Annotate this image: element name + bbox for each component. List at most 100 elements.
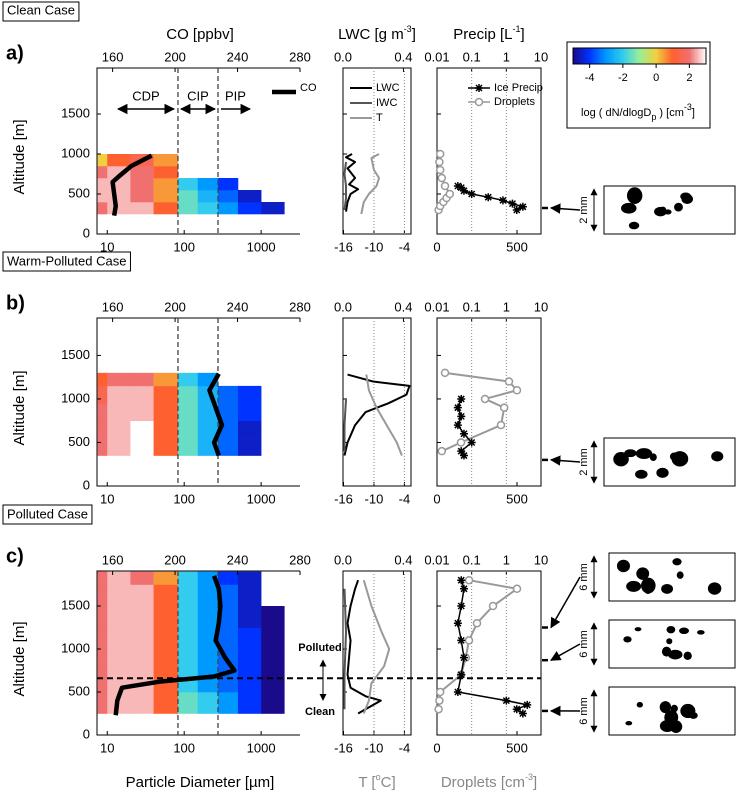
heatmap-cell <box>107 372 131 387</box>
colorbar-swatch <box>592 48 596 64</box>
case-label: Warm-Polluted Case <box>7 253 126 268</box>
colorbar-swatch <box>683 48 687 64</box>
ice-marker <box>457 183 466 192</box>
particle <box>669 720 683 733</box>
image-pointer <box>549 455 581 466</box>
axis-title: Altitude [m] <box>11 119 28 194</box>
heatmap-cell <box>97 571 108 585</box>
heatmap-cell <box>217 403 239 422</box>
x-tick-label: 0.0 <box>334 552 352 567</box>
x-tick-label: -10 <box>365 740 384 755</box>
axis-title: Altitude [m] <box>11 370 28 445</box>
x-tick-label: 240 <box>227 49 249 64</box>
colorbar-swatch <box>679 48 683 64</box>
heatmap-cell <box>217 190 239 203</box>
x-tick-label: 160 <box>102 299 124 314</box>
heatmap-cell <box>177 372 199 387</box>
heatmap-cell <box>130 606 154 628</box>
ice-marker <box>453 688 462 697</box>
profile-line <box>346 579 382 715</box>
colorbar-swatch <box>630 48 634 64</box>
ice-marker <box>459 653 468 662</box>
x-tick-label: 500 <box>506 740 528 755</box>
particle <box>672 558 682 566</box>
heatmap-cell <box>237 584 262 607</box>
image-pointer <box>549 203 581 214</box>
colorbar-swatch <box>610 48 614 64</box>
axis-title: LWC [g m-3] <box>338 24 416 43</box>
heatmap-cell <box>217 627 239 650</box>
heatmap-cell <box>197 692 219 714</box>
particle <box>636 567 650 580</box>
ice-marker <box>453 403 462 412</box>
x-tick-label: 10 <box>100 239 114 254</box>
x-tick-label: 1 <box>503 299 510 314</box>
heatmap-cell <box>97 606 108 628</box>
heatmap-cell <box>107 403 131 422</box>
particle <box>626 187 643 204</box>
heatmap-cell <box>197 571 219 585</box>
case-box <box>2 251 131 272</box>
heatmap-cell <box>177 670 199 693</box>
legend-label: Ice Precip <box>494 82 543 94</box>
legend-marker <box>474 97 484 107</box>
droplet-marker <box>496 420 506 430</box>
heatmap-cell <box>177 584 199 607</box>
axis-frame <box>96 570 300 736</box>
heatmap-cell <box>97 202 108 215</box>
heatmap-cell <box>107 438 131 456</box>
droplet-marker <box>435 696 444 705</box>
colorbar-swatch <box>690 48 694 64</box>
heatmap-cell <box>197 190 219 203</box>
heatmap-cell <box>217 606 239 628</box>
ice-marker <box>457 412 466 421</box>
heatmap-cell <box>97 692 108 714</box>
legend-label: CO <box>300 82 317 94</box>
ice-marker <box>453 421 462 430</box>
heatmap-cell <box>237 571 262 585</box>
heatmap-cell <box>130 571 154 585</box>
panel-letter: b) <box>6 292 25 314</box>
x-tick-label: 0.01 <box>424 299 449 314</box>
heatmap-cell <box>107 584 131 607</box>
heatmap-cell <box>153 571 179 585</box>
particle <box>697 630 705 635</box>
scale-label: 6 mm <box>578 697 590 725</box>
heatmap-cell <box>197 420 219 439</box>
colorbar-swatch <box>581 48 585 64</box>
heatmap-cell <box>237 202 262 215</box>
heatmap-cell <box>97 178 108 191</box>
y-tick-label: 1500 <box>61 347 90 362</box>
heatmap-cell <box>237 190 262 203</box>
colorbar-swatch <box>688 48 691 64</box>
colorbar-swatch <box>681 48 685 64</box>
profile-line <box>365 374 403 456</box>
y-tick-label: 500 <box>68 434 90 449</box>
colorbar-swatch <box>646 48 649 64</box>
heatmap-cell <box>237 403 262 422</box>
heatmap-cell <box>177 420 199 439</box>
colorbar-swatch <box>604 48 607 64</box>
heatmap-cell <box>177 571 199 585</box>
ice-marker <box>518 202 527 211</box>
particle <box>641 577 656 594</box>
heatmap-cell <box>153 178 179 191</box>
profile-line <box>362 579 391 714</box>
x-tick-label: 160 <box>102 552 124 567</box>
x-tick-label: 100 <box>173 491 195 506</box>
heatmap-cell <box>107 420 131 439</box>
heatmap-cell <box>177 202 199 215</box>
x-tick-label: 0.4 <box>394 552 412 567</box>
legend-marker <box>475 84 483 92</box>
heatmap-cell <box>197 202 219 215</box>
particle <box>644 589 651 594</box>
ice-marker <box>459 429 468 438</box>
x-tick-label: 0.01 <box>424 552 449 567</box>
heatmap-cell <box>197 627 219 650</box>
heatmap-cell <box>130 385 154 404</box>
colorbar-swatch <box>672 48 676 64</box>
heatmap-cell <box>97 372 108 387</box>
y-tick-label: 1000 <box>61 640 90 655</box>
heatmap-cell <box>130 692 154 714</box>
x-tick-label: 1000 <box>247 491 276 506</box>
